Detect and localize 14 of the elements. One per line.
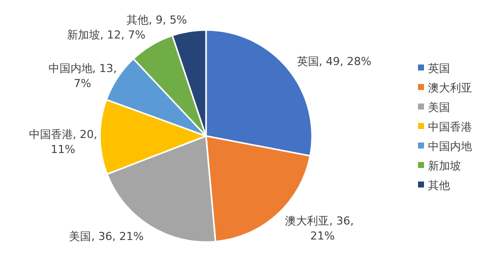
legend-label: 中国香港 bbox=[428, 120, 472, 134]
data-label: 澳大利亚, 36, 21% bbox=[285, 214, 354, 242]
legend-label: 中国内地 bbox=[428, 140, 472, 153]
legend-label: 新加坡 bbox=[428, 160, 461, 172]
legend-label: 英国 bbox=[428, 62, 450, 75]
data-label: 英国, 49, 28% bbox=[296, 54, 372, 68]
legend-label: 澳大利亚 bbox=[428, 82, 472, 94]
legend-label: 其他 bbox=[428, 179, 450, 192]
data-label: 新加坡, 12, 7% bbox=[67, 28, 146, 42]
data-label: 中国香港, 20, 11% bbox=[28, 128, 98, 156]
data-label: 中国内地, 13, 7% bbox=[48, 62, 117, 90]
data-label: 其他, 9, 5% bbox=[126, 14, 188, 27]
legend-label: 美国 bbox=[428, 101, 450, 114]
data-label: 美国, 36, 21% bbox=[69, 230, 144, 244]
